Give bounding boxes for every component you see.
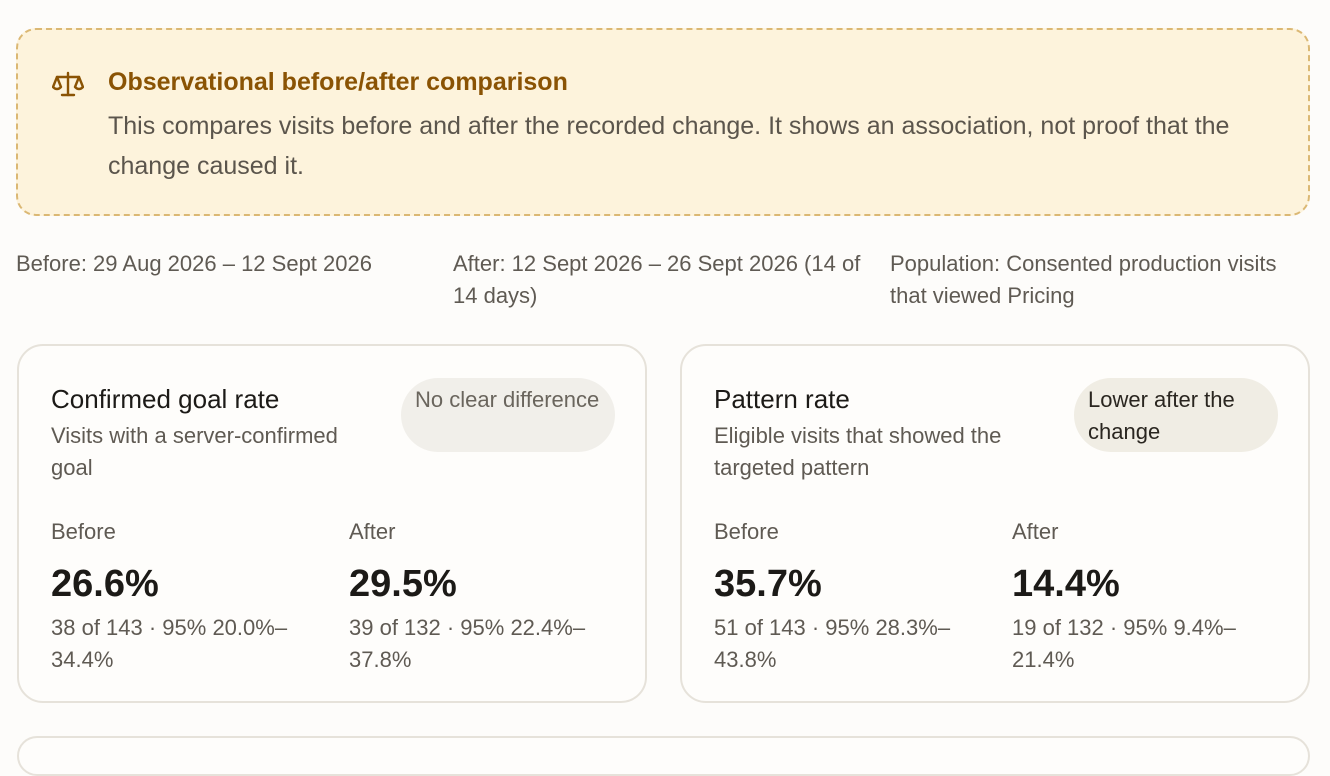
after-value: 29.5%	[349, 563, 457, 605]
metric-card-pattern-rate: Pattern rate Eligible visits that showed…	[680, 344, 1310, 703]
next-card-edge	[17, 736, 1310, 776]
before-period: Before: 29 Aug 2026 – 12 Sept 2026	[16, 251, 372, 276]
status-badge: No clear difference	[401, 378, 615, 452]
notice-title: Observational before/after comparison	[108, 68, 568, 96]
population: Population: Consented production visits …	[890, 251, 1277, 308]
card-subtitle: Visits with a server-confirmed goal	[51, 423, 338, 480]
after-detail: 39 of 132 · 95% 22.4%–37.8%	[349, 615, 586, 672]
status-badge: Lower after the change	[1074, 378, 1278, 452]
before-detail: 38 of 143 · 95% 20.0%–34.4%	[51, 615, 288, 672]
before-value: 35.7%	[714, 563, 822, 605]
after-stat: After 29.5% 39 of 132 · 95% 22.4%–37.8%	[349, 516, 639, 676]
after-stat: After 14.4% 19 of 132 · 95% 9.4%–21.4%	[1012, 516, 1302, 676]
after-label: After	[1012, 519, 1059, 544]
after-value: 14.4%	[1012, 563, 1120, 605]
notice-body: This compares visits before and after th…	[108, 112, 1230, 180]
before-label: Before	[51, 519, 116, 544]
card-title: Confirmed goal rate	[51, 384, 280, 414]
after-label: After	[349, 519, 396, 544]
before-detail: 51 of 143 · 95% 28.3%–43.8%	[714, 615, 951, 672]
card-subtitle: Eligible visits that showed the targeted…	[714, 423, 1002, 480]
scale-icon	[52, 71, 84, 97]
after-period: After: 12 Sept 2026 – 26 Sept 2026 (14 o…	[453, 251, 861, 308]
before-stat: Before 26.6% 38 of 143 · 95% 20.0%–34.4%	[51, 516, 341, 676]
before-stat: Before 35.7% 51 of 143 · 95% 28.3%–43.8%	[714, 516, 1004, 676]
before-value: 26.6%	[51, 563, 159, 605]
metric-card-confirmed-goal-rate: Confirmed goal rate Visits with a server…	[17, 344, 647, 703]
after-detail: 19 of 132 · 95% 9.4%–21.4%	[1012, 615, 1236, 672]
observational-notice: Observational before/after comparison Th…	[16, 28, 1310, 216]
card-title: Pattern rate	[714, 384, 850, 414]
before-label: Before	[714, 519, 779, 544]
